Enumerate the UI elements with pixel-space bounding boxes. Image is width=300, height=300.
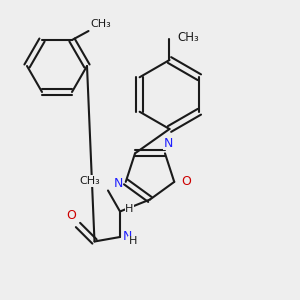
Text: H: H — [125, 203, 134, 214]
Text: N: N — [163, 137, 173, 150]
Text: CH₃: CH₃ — [177, 31, 199, 44]
Text: O: O — [67, 209, 76, 222]
Text: N: N — [122, 230, 132, 244]
Text: O: O — [181, 176, 191, 188]
Text: N: N — [113, 177, 123, 190]
Text: CH₃: CH₃ — [80, 176, 101, 186]
Text: H: H — [129, 236, 137, 247]
Text: CH₃: CH₃ — [90, 19, 111, 28]
